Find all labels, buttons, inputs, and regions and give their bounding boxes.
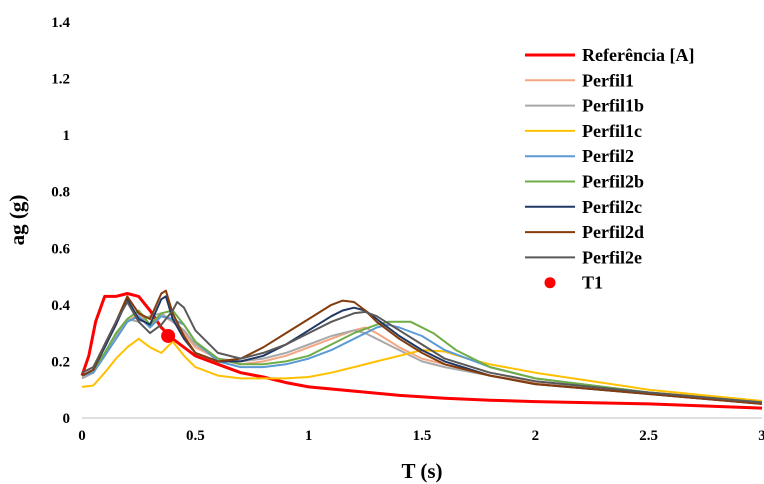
y-tick-label: 1 xyxy=(63,128,71,144)
marker-t1 xyxy=(161,328,176,343)
series-line-perfil2 xyxy=(81,315,763,404)
x-tick-label: 3 xyxy=(758,428,764,444)
x-tick-label: 1 xyxy=(305,428,313,444)
x-tick-label: 0 xyxy=(78,428,86,444)
legend-marker xyxy=(544,277,556,289)
y-axis-title: ag (g) xyxy=(5,195,29,246)
x-tick-label: 0.5 xyxy=(186,428,205,444)
y-tick-label: 0.4 xyxy=(51,298,70,314)
legend-label: Perfil2 xyxy=(582,146,634,166)
series-line-perfil2b xyxy=(81,309,763,404)
legend-label: Perfil2d xyxy=(582,222,644,242)
series-line-refer-ncia-a xyxy=(80,292,763,410)
legend-label: Perfil1c xyxy=(582,121,642,141)
series-line-perfil2d xyxy=(81,289,763,405)
y-tick-label: 1.4 xyxy=(51,15,70,31)
y-tick-label: 1.2 xyxy=(51,72,70,88)
y-tick-label: 0.2 xyxy=(51,354,70,370)
y-tick-label: 0.6 xyxy=(51,241,70,257)
x-tick-label: 2 xyxy=(532,428,540,444)
legend-label: Perfil2b xyxy=(582,172,644,192)
tick-labels: 0 0.5 1 1.5 2 2.5 3 0 0.2 0.4 0.6 0.8 1 1.2 1.4 xyxy=(51,15,764,444)
y-tick-label: 0 xyxy=(63,411,71,427)
legend-label: T1 xyxy=(582,273,603,293)
legend: Referência [A] Perfil1 Perfil1b Perfil1c Per… xyxy=(525,45,694,293)
x-axis-title: T (s) xyxy=(401,459,442,483)
legend-label: Perfil2c xyxy=(582,197,642,217)
legend-label: Perfil1 xyxy=(582,70,634,90)
series-lines xyxy=(80,289,763,410)
legend-label: Perfil1b xyxy=(582,96,644,116)
series-line-perfil2e xyxy=(81,301,763,404)
x-tick-label: 2.5 xyxy=(639,428,658,444)
x-tick-label: 1.5 xyxy=(413,428,432,444)
y-tick-label: 0.8 xyxy=(51,185,70,201)
legend-label: Referência [A] xyxy=(582,45,694,65)
markers xyxy=(161,328,176,343)
legend-label: Perfil2e xyxy=(582,247,642,267)
series-line-perfil2c xyxy=(81,295,763,405)
